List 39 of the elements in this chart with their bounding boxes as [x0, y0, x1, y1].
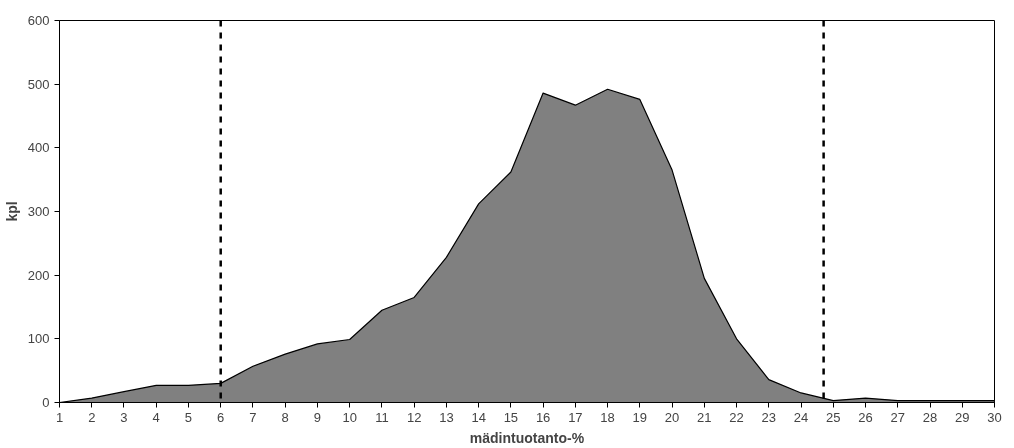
x-tick-label: 29 [955, 409, 970, 425]
x-tick-label: 27 [890, 409, 906, 425]
x-tick-label: 10 [342, 409, 357, 425]
x-tick-label: 25 [826, 409, 841, 425]
y-tick-label: 100 [27, 331, 50, 347]
x-tick-label: 24 [793, 409, 809, 425]
x-tick-label: 26 [858, 409, 873, 425]
x-tick-label: 11 [375, 409, 389, 425]
x-tick-label: 18 [600, 409, 615, 425]
y-tick-label: 500 [27, 76, 50, 92]
x-tick-label: 3 [120, 409, 128, 425]
x-tick-label: 16 [535, 409, 551, 425]
x-tick-label: 22 [729, 409, 744, 425]
x-tick-label: 8 [281, 409, 289, 425]
y-tick-label: 200 [27, 267, 50, 283]
x-tick-label: 30 [987, 409, 1002, 425]
y-tick-label: 0 [42, 395, 50, 410]
x-tick-label: 13 [439, 409, 454, 425]
x-tick-label: 5 [184, 409, 193, 425]
y-tick-label: 400 [27, 140, 50, 156]
x-tick-label: 6 [217, 409, 225, 425]
x-tick-label: 9 [313, 409, 322, 425]
y-axis-title: kpl [3, 201, 20, 222]
x-tick-label: 17 [568, 409, 583, 425]
x-tick-label: 1 [55, 409, 64, 425]
x-tick-label: 19 [632, 409, 648, 425]
y-tick-label: 300 [27, 204, 50, 219]
x-tick-label: 4 [152, 409, 160, 425]
x-tick-label: 23 [761, 409, 777, 425]
x-tick-label: 20 [664, 409, 680, 425]
x-tick-label: 12 [406, 409, 422, 425]
x-tick-label: 2 [88, 409, 96, 425]
x-axis-title: mädintuotanto-% [469, 429, 585, 446]
x-tick-label: 14 [471, 409, 486, 425]
x-tick-label: 15 [503, 409, 519, 425]
x-tick-label: 7 [249, 409, 257, 425]
x-tick-label: 21 [697, 409, 712, 425]
y-tick-label: 600 [27, 13, 50, 28]
x-tick-label: 28 [922, 409, 938, 425]
